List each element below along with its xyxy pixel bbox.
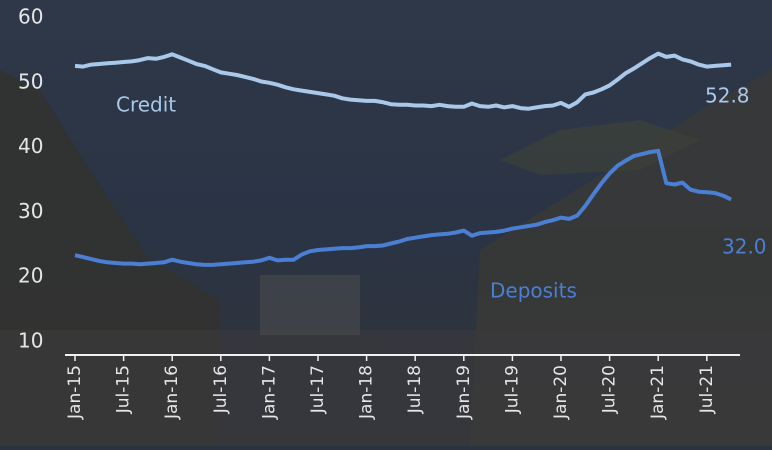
x-tick-label: Jul-15: [114, 365, 134, 414]
end-value-label: 52.8: [705, 84, 750, 108]
x-tick-label: Jul-18: [405, 365, 425, 414]
x-tick-label: Jul-16: [211, 365, 231, 414]
y-tick-label: 10: [18, 329, 43, 353]
x-tick-label: Jul-20: [600, 365, 620, 414]
series-line: [74, 51, 732, 111]
y-tick-label: 60: [18, 4, 43, 28]
y-tick-label: 20: [18, 264, 43, 288]
y-tick-label: 40: [18, 134, 43, 158]
x-tick-label: Jul-21: [697, 365, 717, 414]
y-tick-label: 50: [18, 69, 43, 93]
x-tick-label: Jan-16: [162, 365, 182, 420]
x-tick-label: Jan-19: [454, 365, 474, 420]
series-name-label: Credit: [116, 93, 176, 117]
buildings: [260, 275, 360, 335]
x-tick-label: Jan-18: [357, 365, 377, 420]
end-value-label: 32.0: [722, 235, 767, 259]
city: [0, 330, 772, 446]
island: [500, 120, 700, 175]
x-tick-label: Jan-21: [648, 365, 668, 420]
y-tick-label: 30: [18, 199, 43, 223]
series-line: [74, 148, 732, 267]
x-tick-label: Jan-15: [65, 365, 85, 420]
x-tick-label: Jul-19: [502, 365, 522, 414]
x-tick-label: Jul-17: [308, 365, 328, 414]
series-name-label: Deposits: [490, 279, 577, 303]
x-tick-label: Jan-17: [259, 365, 279, 420]
x-tick-label: Jan-20: [551, 365, 571, 420]
